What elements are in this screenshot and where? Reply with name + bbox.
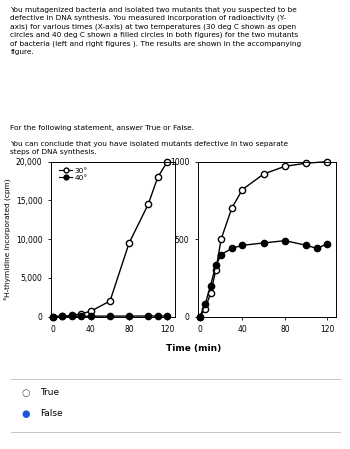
- Text: ●: ●: [21, 409, 29, 419]
- Text: ³H-thymidine incorporated (cpm): ³H-thymidine incorporated (cpm): [4, 178, 12, 300]
- Text: You can conclude that you have isolated mutants defective in two separate
steps : You can conclude that you have isolated …: [10, 141, 289, 155]
- Legend: 30°, 40°: 30°, 40°: [58, 167, 88, 182]
- Text: For the following statement, answer True or False.: For the following statement, answer True…: [10, 125, 195, 131]
- Text: False: False: [40, 409, 63, 418]
- Text: You mutagenized bacteria and isolated two mutants that you suspected to be
defec: You mutagenized bacteria and isolated tw…: [10, 7, 302, 55]
- Text: ○: ○: [21, 388, 29, 398]
- Text: Time (min): Time (min): [166, 344, 221, 353]
- Text: True: True: [40, 388, 60, 397]
